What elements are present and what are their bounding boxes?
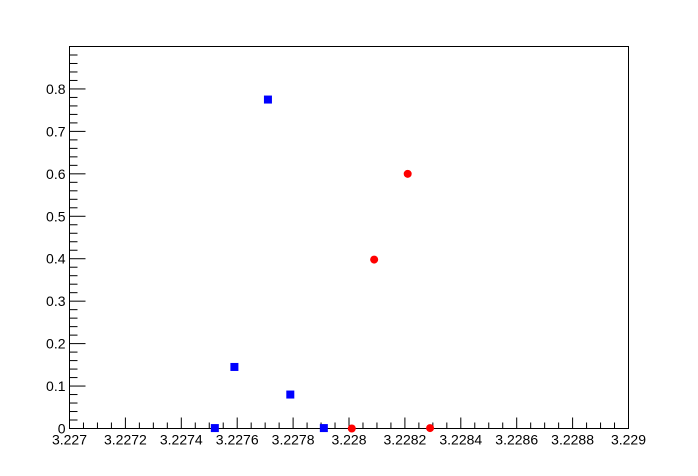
- x-axis: 3.227 3.2272 3.2274 3.2276 3.2278 3.228 3.2282…: [52, 417, 646, 448]
- x-tick-label: 3.2288: [551, 432, 594, 448]
- x-tick-label: 3.2278: [272, 432, 315, 448]
- x-tick-label: 3.2282: [383, 432, 426, 448]
- x-tick-label: 3.2276: [216, 432, 259, 448]
- data-points: [210, 95, 435, 433]
- x-tick-label: 3.2284: [439, 432, 482, 448]
- x-tick-label: 3.2286: [495, 432, 538, 448]
- y-tick-label: 0: [58, 421, 66, 437]
- x-tick-label: 3.2274: [160, 432, 203, 448]
- red-circle-point: [347, 424, 356, 433]
- blue-square-point: [230, 362, 239, 371]
- blue-square-point: [319, 424, 328, 433]
- x-tick-label: 3.2272: [104, 432, 147, 448]
- y-tick-label: 0.8: [46, 81, 66, 97]
- y-tick-label: 0.4: [46, 251, 66, 267]
- y-tick-label: 0.2: [46, 336, 66, 352]
- y-tick-label: 0.1: [46, 378, 66, 394]
- blue-square-point: [263, 95, 272, 104]
- red-circle-point: [426, 424, 435, 433]
- y-tick-label: 0.7: [46, 123, 66, 139]
- x-tick-label: 3.229: [611, 432, 646, 448]
- red-circle-point: [403, 169, 412, 178]
- y-tick-label: 0.5: [46, 208, 66, 224]
- x-tick-label: 3.227: [52, 432, 87, 448]
- blue-square-point: [286, 390, 295, 399]
- y-tick-label: 0.6: [46, 166, 66, 182]
- y-axis: 0 0.1 0.2 0.3 0.4 0.5 0.6 0.7 0.8: [46, 46, 86, 437]
- y-tick-label: 0.3: [46, 293, 66, 309]
- plot-frame: [69, 46, 629, 429]
- blue-square-point: [210, 424, 219, 433]
- red-circle-point: [370, 255, 379, 264]
- x-tick-label: 3.228: [331, 432, 366, 448]
